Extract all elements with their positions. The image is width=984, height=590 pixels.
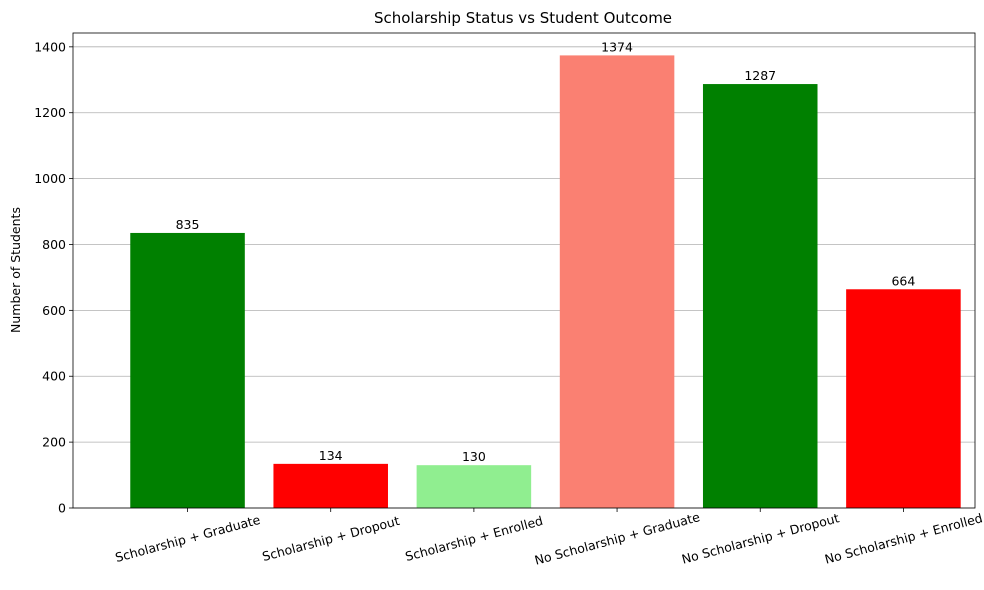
bar <box>416 465 532 508</box>
data-label: 1287 <box>744 68 776 83</box>
y-axis-label: Number of Students <box>8 207 23 333</box>
bar <box>702 84 818 508</box>
bars <box>130 55 961 508</box>
bar <box>130 232 245 508</box>
y-tick-label: 1200 <box>34 105 66 120</box>
y-tick-label: 1400 <box>34 39 66 54</box>
x-tick-label: Scholarship + Graduate <box>114 512 263 565</box>
data-label: 835 <box>176 217 200 232</box>
data-label: 130 <box>462 449 486 464</box>
data-label: 1374 <box>601 39 633 54</box>
x-tick-label: No Scholarship + Enrolled <box>823 510 984 567</box>
x-tick-label: No Scholarship + Graduate <box>533 509 702 568</box>
y-tick-label: 400 <box>42 369 66 384</box>
y-tick-label: 600 <box>42 303 66 318</box>
y-tick-label: 1000 <box>34 171 66 186</box>
data-label: 134 <box>319 448 343 463</box>
x-tick-label: Scholarship + Enrolled <box>404 513 545 564</box>
y-tick-label: 200 <box>42 435 66 450</box>
x-tick-label: No Scholarship + Dropout <box>680 510 841 567</box>
y-tick-label: 800 <box>42 237 66 252</box>
data-labels: 835 134 130 1374 1287 664 <box>176 39 916 464</box>
data-label: 664 <box>891 273 915 288</box>
chart-title: Scholarship Status vs Student Outcome <box>374 9 672 27</box>
x-tick-label: Scholarship + Dropout <box>261 513 402 564</box>
bar <box>273 463 388 508</box>
plot-frame <box>72 32 976 509</box>
bar <box>846 289 961 508</box>
bar <box>559 55 675 508</box>
y-tick-label: 0 <box>58 501 66 516</box>
